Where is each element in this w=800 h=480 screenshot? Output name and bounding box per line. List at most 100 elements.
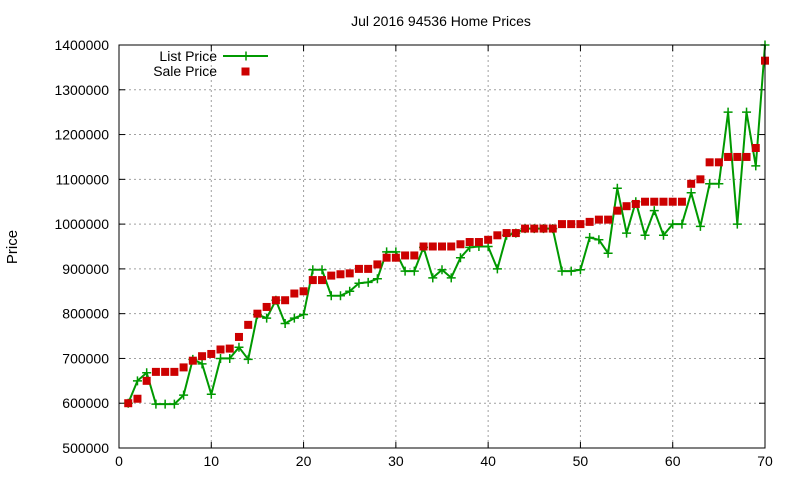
point-sale-price [391,253,400,262]
x-tick-label: 30 [388,453,404,469]
point-list-price [714,179,724,189]
point-list-price [308,265,318,275]
point-list-price [428,273,438,283]
x-tick-label: 40 [480,453,496,469]
point-sale-price [511,229,520,238]
point-list-price [557,266,567,276]
point-sale-price [419,242,428,251]
point-sale-price [364,264,373,273]
y-tick-label: 500000 [62,440,109,456]
point-sale-price [336,270,345,279]
point-sale-price [244,320,253,329]
point-sale-price [327,271,336,280]
legend-marker-sale-price [241,67,250,76]
legend-label-sale-price: Sale Price [153,63,217,79]
point-sale-price [493,231,502,240]
point-sale-price [530,224,539,233]
point-sale-price [613,206,622,215]
point-list-price [612,183,622,193]
point-sale-price [428,242,437,251]
point-list-price [179,390,189,400]
y-tick-label: 1000000 [54,216,109,232]
point-sale-price [207,349,216,358]
point-list-price [299,310,309,320]
point-list-price [363,277,373,287]
point-sale-price [299,287,308,296]
point-list-price [566,266,576,276]
point-list-price [197,359,207,369]
point-list-price [751,161,761,171]
point-list-price [492,264,502,274]
point-sale-price [225,344,234,353]
x-tick-label: 50 [573,453,589,469]
point-sale-price [308,276,317,285]
point-sale-price [281,296,290,305]
series-line-list-price [127,44,766,406]
point-sale-price [585,217,594,226]
y-tick-label: 1300000 [54,82,109,98]
point-sale-price [447,242,456,251]
point-sale-price [161,367,170,376]
point-list-price [317,265,327,275]
x-tick-label: 0 [115,453,123,469]
point-sale-price [216,345,225,354]
point-sale-price [188,356,197,365]
point-sale-price [142,376,151,385]
point-sale-price [401,251,410,260]
point-sale-price [234,332,243,341]
point-sale-price [253,309,262,318]
point-sale-price [659,197,668,206]
point-list-price [326,291,336,301]
point-list-price [372,274,382,284]
point-sale-price [714,158,723,167]
point-list-price [677,219,687,229]
point-list-price [437,265,447,275]
legend-marker-list-price [241,51,251,61]
point-sale-price [594,215,603,224]
point-list-price [668,219,678,229]
point-sale-price [318,276,327,285]
point-sale-price [604,215,613,224]
point-list-price [160,399,170,409]
point-list-price [289,313,299,323]
x-tick-label: 70 [757,453,773,469]
point-list-price [622,228,632,238]
point-list-price [354,278,364,288]
point-sale-price [438,242,446,251]
point-sale-price [668,197,677,206]
point-sale-price [576,220,585,229]
point-list-price [649,206,659,216]
point-sale-price [696,175,705,184]
point-sale-price [382,253,391,262]
point-list-price [243,354,253,364]
point-sale-price [502,229,511,238]
point-sale-price [124,399,133,408]
point-list-price [695,221,705,231]
point-sale-price [373,260,382,269]
point-sale-price [456,240,465,249]
point-sale-price [650,197,659,206]
point-sale-price [687,179,696,188]
point-sale-price [170,367,179,376]
point-list-price [280,319,290,329]
point-sale-price [133,394,142,403]
point-list-price [132,376,142,386]
x-tick-label: 60 [665,453,681,469]
point-list-price [409,266,419,276]
y-tick-label: 1100000 [56,171,110,187]
point-sale-price [539,224,548,233]
point-sale-price [567,220,576,229]
point-list-price [234,342,244,352]
point-sale-price [548,224,557,233]
plot-area [123,40,770,409]
point-sale-price [354,264,363,273]
y-tick-label: 900000 [62,261,109,277]
point-sale-price [557,220,566,229]
point-list-price [640,230,650,240]
point-list-price [742,107,752,117]
point-list-price [585,233,595,243]
point-sale-price [465,238,474,247]
legend: List Price Sale Price [153,48,268,79]
point-list-price [455,253,465,263]
y-tick-label: 800000 [62,306,109,322]
